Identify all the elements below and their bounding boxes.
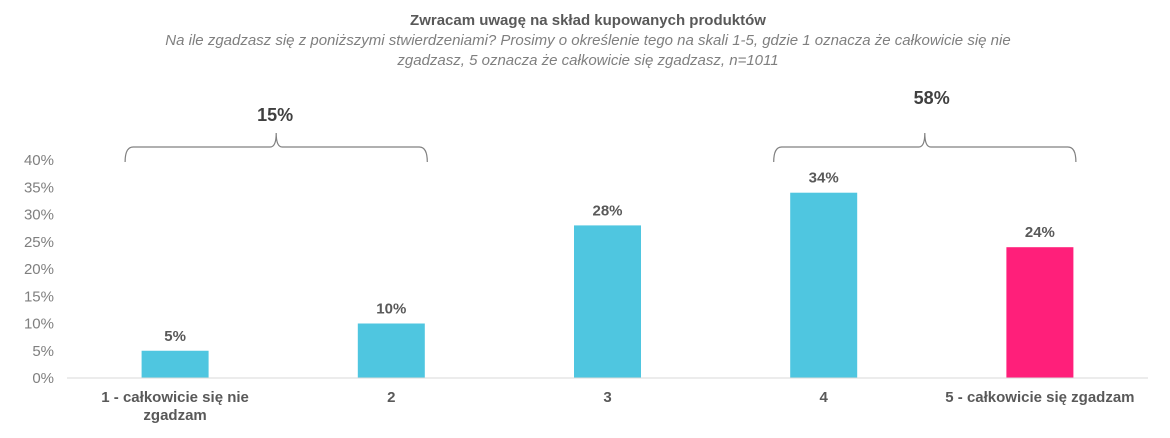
data-label: 5%: [164, 328, 186, 345]
y-tick-label: 30%: [24, 207, 54, 224]
y-tick-label: 15%: [24, 288, 54, 305]
group-label: 15%: [257, 105, 293, 125]
group-label: 58%: [914, 88, 950, 108]
y-tick-label: 10%: [24, 316, 54, 333]
data-label: 34%: [809, 170, 839, 187]
x-tick-label: 2: [387, 389, 395, 406]
chart-subtitle-line-2: zgadzasz, 5 oznacza że całkowicie się zg…: [396, 52, 778, 69]
x-tick-label: 1 - całkowicie się nie zgadzam: [101, 389, 249, 424]
x-axis: 1 - całkowicie się nie zgadzam 2 3 4 5 - całk…: [67, 377, 1148, 424]
data-label: 24%: [1025, 224, 1055, 241]
y-tick-label: 20%: [24, 261, 54, 278]
y-tick-label: 35%: [24, 179, 54, 196]
chart-title: Zwracam uwagę na skład kupowanych produk…: [410, 12, 766, 29]
bar: [357, 323, 425, 378]
x-tick-label: 3: [603, 389, 611, 406]
group-bracket: [124, 132, 428, 163]
group-brackets: 15% 58%: [124, 88, 1077, 163]
y-tick-label: 40%: [24, 152, 54, 169]
bar: [1006, 247, 1074, 378]
group-bracket: [773, 132, 1077, 163]
x-tick-label: 5 - całkowicie się zgadzam: [945, 389, 1134, 406]
data-labels: 5% 10% 28% 34% 24%: [164, 170, 1055, 345]
data-label: 28%: [592, 202, 622, 219]
x-tick-label: 4: [820, 389, 829, 406]
y-tick-label: 0%: [32, 370, 54, 387]
y-tick-label: 25%: [24, 234, 54, 251]
bar: [790, 192, 858, 378]
y-axis: 0% 5% 10% 15% 20% 25% 30% 35% 40%: [24, 152, 54, 387]
bar: [141, 350, 209, 378]
data-label: 10%: [376, 301, 406, 318]
y-tick-label: 5%: [32, 343, 54, 360]
bars: [141, 192, 1074, 378]
chart-subtitle-line-1: Na ile zgadzasz się z poniższymi stwierd…: [165, 32, 1010, 49]
bar: [574, 225, 641, 378]
